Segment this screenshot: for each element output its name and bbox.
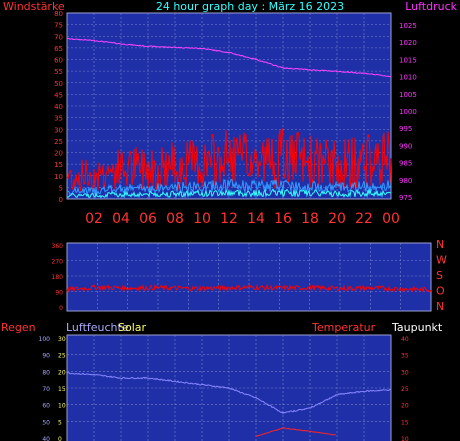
- panel3-humidity-tick: 60: [42, 403, 50, 410]
- panel3-label-taupunkt: Taupunkt: [391, 321, 443, 334]
- panel3-humidity-tick: 90: [42, 353, 50, 360]
- panel1-right-tick: 985: [399, 160, 412, 168]
- panel1-left-tick: 5: [59, 184, 63, 192]
- panel1-x-tick: 06: [139, 211, 157, 227]
- panel2-direction-letter: N: [436, 300, 444, 313]
- panel3-label-temp: Temperatur: [311, 321, 376, 334]
- panel3-solar-tick: 0: [58, 436, 62, 441]
- panel3-right-tick: 20: [401, 403, 409, 410]
- panel1-right-tick: 1010: [399, 74, 417, 82]
- panel1-left-tick: 15: [54, 161, 63, 169]
- panel2-left-tick: 270: [52, 259, 64, 266]
- panel3-humidity-tick: 50: [42, 419, 50, 426]
- panel3-right-tick: 40: [401, 336, 409, 343]
- panel1-right-tick: 1025: [399, 22, 417, 30]
- panel3-right-tick: 15: [401, 419, 409, 426]
- panel1-right-tick: 980: [399, 177, 412, 185]
- series-luftdruck-line: [66, 37, 392, 78]
- panel3-solar-tick: 30: [58, 336, 66, 343]
- panel1-left-tick: 80: [54, 10, 63, 18]
- panel2-left-tick: 0: [59, 305, 63, 312]
- panel3-solar-tick: 5: [58, 419, 62, 426]
- panel1-x-tick: 04: [112, 211, 130, 227]
- panel1-left-tick: 35: [54, 115, 63, 123]
- panel2-direction-letter: O: [436, 285, 445, 298]
- panel1-x-tick: 14: [247, 211, 265, 227]
- panel1-right-tick: 1000: [399, 108, 417, 116]
- panel1-left-tick: 65: [54, 45, 63, 53]
- panel1-right-tick: 1015: [399, 56, 417, 64]
- panel1-left-tick: 20: [54, 150, 63, 158]
- panel3-humidity-tick: 80: [42, 369, 50, 376]
- panel3-solar-tick: 25: [58, 353, 66, 360]
- panel3-label-solar: Solar: [118, 321, 147, 334]
- panel1-x-tick: 20: [328, 211, 346, 227]
- panel1-left-tick: 45: [54, 91, 63, 99]
- series-calm-line: [66, 188, 392, 199]
- panel3-solar-tick: 20: [58, 369, 66, 376]
- panel2-direction-letter: N: [436, 238, 444, 251]
- panel3-right-tick: 10: [401, 436, 409, 441]
- series-wind-line: [66, 178, 392, 197]
- panel2-left-tick: 180: [52, 274, 64, 281]
- panel1-x-tick: 22: [355, 211, 373, 227]
- panel2-left-tick: 360: [52, 243, 64, 250]
- panel3-label-feuchte: Luftfeuchte: [66, 321, 129, 334]
- panel3-humidity-tick: 70: [42, 386, 50, 393]
- panel1-x-tick: 18: [301, 211, 319, 227]
- series-wind-direction-line: [66, 283, 432, 294]
- panel1-left-tick: 25: [54, 138, 63, 146]
- panel1-left-tick: 40: [54, 103, 63, 111]
- panel3-solar-tick: 10: [58, 403, 66, 410]
- panel2-direction-letter: W: [436, 254, 447, 267]
- panel1-title: 24 hour graph day : März 16 2023: [156, 0, 344, 13]
- panel3-label-regen: Regen: [1, 321, 36, 334]
- panel1-x-tick: 10: [193, 211, 211, 227]
- panel1-left-tick: 50: [54, 80, 63, 88]
- panel1-left-label: Windstärke: [3, 0, 65, 13]
- panel3-right-tick: 35: [401, 353, 409, 360]
- panel3-right-tick: 25: [401, 386, 409, 393]
- panel1-left-tick: 60: [54, 57, 63, 65]
- panel1-x-tick: 08: [166, 211, 184, 227]
- series-temperatur-line: [255, 427, 337, 437]
- panel1-x-tick: 12: [220, 211, 238, 227]
- panel3-right-tick: 30: [401, 369, 409, 376]
- panel1-x-tick: 16: [274, 211, 292, 227]
- panel1-right-tick: 995: [399, 125, 412, 133]
- panel2-left-tick: 90: [55, 290, 63, 297]
- series-luftfeuchte-line: [66, 372, 392, 415]
- panel1-right-label: Luftdruck: [405, 0, 457, 13]
- panel1-right-tick: 1020: [399, 39, 417, 47]
- panel1-right-tick: 990: [399, 142, 412, 150]
- panel1-x-tick: 02: [85, 211, 103, 227]
- panel3-solar-tick: 15: [58, 386, 66, 393]
- panel1-left-tick: 30: [54, 126, 63, 134]
- panel1-right-tick: 975: [399, 194, 412, 202]
- panel1-right-tick: 1005: [399, 91, 417, 99]
- panel1-left-tick: 55: [54, 68, 63, 76]
- panel1-left-tick: 0: [59, 196, 63, 204]
- panel1-left-tick: 75: [54, 22, 63, 30]
- panel1-x-tick: 00: [382, 211, 400, 227]
- panel3-humidity-tick: 40: [42, 436, 50, 441]
- panel2-direction-letter: S: [436, 269, 443, 282]
- series-gust-line: [66, 128, 392, 193]
- panel1-left-tick: 10: [54, 173, 63, 181]
- panel1-left-tick: 70: [54, 33, 63, 41]
- panel3-humidity-tick: 100: [39, 336, 51, 343]
